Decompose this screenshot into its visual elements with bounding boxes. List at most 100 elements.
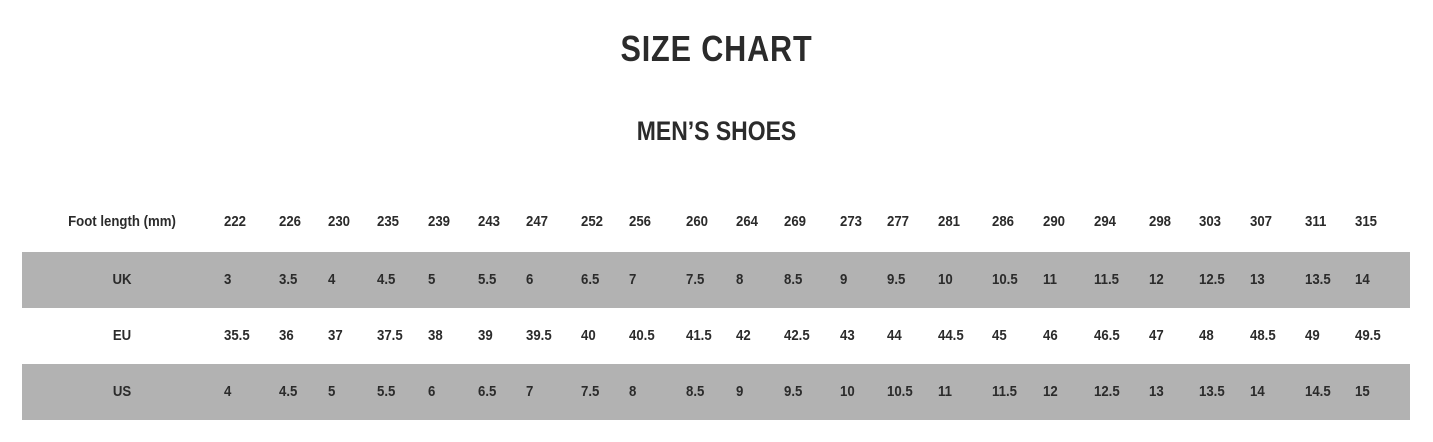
table-cell: 10.5 bbox=[887, 383, 913, 400]
table-cell: 13.5 bbox=[1305, 271, 1331, 288]
table-cell: 8 bbox=[736, 271, 744, 288]
table-cell: 269 bbox=[784, 213, 807, 230]
table-cell: 4.5 bbox=[279, 383, 298, 400]
table-cell: 5.5 bbox=[478, 271, 497, 288]
table-cell: 7 bbox=[629, 271, 637, 288]
page-title: SIZE CHART bbox=[620, 28, 813, 69]
table-cell: 3 bbox=[224, 271, 232, 288]
table-cell: 4 bbox=[328, 271, 336, 288]
table-cell: 13.5 bbox=[1199, 383, 1225, 400]
table-cell: 256 bbox=[629, 213, 652, 230]
row-label: EU bbox=[112, 327, 132, 344]
section-title: MEN’S SHOES bbox=[636, 116, 797, 146]
table-cell: 14 bbox=[1250, 383, 1265, 400]
table-cell: 38 bbox=[428, 327, 443, 344]
table-cell: 6 bbox=[526, 271, 534, 288]
table-cell: 12.5 bbox=[1094, 383, 1120, 400]
table-cell: 40 bbox=[581, 327, 596, 344]
table-cell: 298 bbox=[1149, 213, 1172, 230]
table-cell: 46.5 bbox=[1094, 327, 1120, 344]
table-cell: 43 bbox=[840, 327, 855, 344]
table-cell: 12 bbox=[1149, 271, 1164, 288]
table-cell: 37.5 bbox=[377, 327, 403, 344]
table-row: Foot length (mm) 222 226 230 235 239 243 247 252… bbox=[22, 194, 1410, 250]
table-cell: 311 bbox=[1305, 213, 1327, 230]
table-cell: 8 bbox=[629, 383, 637, 400]
table-cell: 46 bbox=[1043, 327, 1058, 344]
table-cell: 252 bbox=[581, 213, 604, 230]
table-cell: 40.5 bbox=[629, 327, 655, 344]
table-cell: 260 bbox=[686, 213, 709, 230]
table-row: EU 35.5 36 37 37.5 38 39 39.5 40 40.5 41.5 42 42.5 43… bbox=[22, 308, 1410, 364]
row-label: UK bbox=[112, 271, 132, 288]
table-cell: 12.5 bbox=[1199, 271, 1225, 288]
table-row: UK 3 3.5 4 4.5 5 5.5 6 6.5 7 7.5 8 8.5 9 9.5 10 10.5 11 11… bbox=[22, 252, 1410, 308]
table-cell: 11 bbox=[938, 383, 952, 400]
row-label: Foot length (mm) bbox=[68, 213, 176, 230]
table-cell: 277 bbox=[887, 213, 910, 230]
table-cell: 8.5 bbox=[784, 271, 803, 288]
table-cell: 12 bbox=[1043, 383, 1058, 400]
table-cell: 45 bbox=[992, 327, 1007, 344]
table-cell: 44.5 bbox=[938, 327, 964, 344]
table-cell: 235 bbox=[377, 213, 400, 230]
table-cell: 230 bbox=[328, 213, 351, 230]
table-cell: 4 bbox=[224, 383, 232, 400]
table-cell: 6 bbox=[428, 383, 436, 400]
table-cell: 11 bbox=[1043, 271, 1057, 288]
table-cell: 42 bbox=[736, 327, 751, 344]
table-cell: 36 bbox=[279, 327, 294, 344]
table-cell: 39 bbox=[478, 327, 493, 344]
table-cell: 7 bbox=[526, 383, 534, 400]
table-cell: 3.5 bbox=[279, 271, 298, 288]
table-cell: 7.5 bbox=[581, 383, 600, 400]
table-cell: 6.5 bbox=[478, 383, 497, 400]
table-row: US 4 4.5 5 5.5 6 6.5 7 7.5 8 8.5 9 9.5 10 10.5 11 11.5 12… bbox=[22, 364, 1410, 420]
table-cell: 10.5 bbox=[992, 271, 1018, 288]
table-cell: 294 bbox=[1094, 213, 1117, 230]
table-cell: 281 bbox=[938, 213, 961, 230]
table-cell: 6.5 bbox=[581, 271, 600, 288]
table-cell: 7.5 bbox=[686, 271, 705, 288]
table-cell: 11.5 bbox=[992, 383, 1017, 400]
table-cell: 9.5 bbox=[784, 383, 803, 400]
table-cell: 49.5 bbox=[1355, 327, 1381, 344]
table-cell: 11.5 bbox=[1094, 271, 1119, 288]
table-cell: 9 bbox=[840, 271, 848, 288]
table-cell: 10 bbox=[840, 383, 855, 400]
table-cell: 14 bbox=[1355, 271, 1370, 288]
table-cell: 9.5 bbox=[887, 271, 906, 288]
table-cell: 15 bbox=[1355, 383, 1370, 400]
table-cell: 290 bbox=[1043, 213, 1066, 230]
table-cell: 5 bbox=[328, 383, 336, 400]
table-cell: 5.5 bbox=[377, 383, 396, 400]
table-cell: 273 bbox=[840, 213, 863, 230]
table-cell: 35.5 bbox=[224, 327, 250, 344]
table-cell: 44 bbox=[887, 327, 902, 344]
table-cell: 307 bbox=[1250, 213, 1273, 230]
table-cell: 39.5 bbox=[526, 327, 552, 344]
table-cell: 10 bbox=[938, 271, 953, 288]
table-cell: 315 bbox=[1355, 213, 1378, 230]
table-cell: 37 bbox=[328, 327, 343, 344]
table-cell: 247 bbox=[526, 213, 549, 230]
table-cell: 14.5 bbox=[1305, 383, 1331, 400]
table-cell: 303 bbox=[1199, 213, 1222, 230]
table-cell: 4.5 bbox=[377, 271, 396, 288]
table-cell: 243 bbox=[478, 213, 501, 230]
table-cell: 13 bbox=[1250, 271, 1265, 288]
table-cell: 13 bbox=[1149, 383, 1164, 400]
table-cell: 47 bbox=[1149, 327, 1164, 344]
table-cell: 226 bbox=[279, 213, 302, 230]
table-cell: 239 bbox=[428, 213, 451, 230]
table-cell: 49 bbox=[1305, 327, 1320, 344]
table-cell: 42.5 bbox=[784, 327, 810, 344]
table-cell: 48.5 bbox=[1250, 327, 1276, 344]
table-cell: 286 bbox=[992, 213, 1015, 230]
table-cell: 41.5 bbox=[686, 327, 712, 344]
table-cell: 8.5 bbox=[686, 383, 705, 400]
table-cell: 9 bbox=[736, 383, 744, 400]
table-cell: 48 bbox=[1199, 327, 1214, 344]
row-label: US bbox=[112, 383, 132, 400]
table-cell: 222 bbox=[224, 213, 247, 230]
